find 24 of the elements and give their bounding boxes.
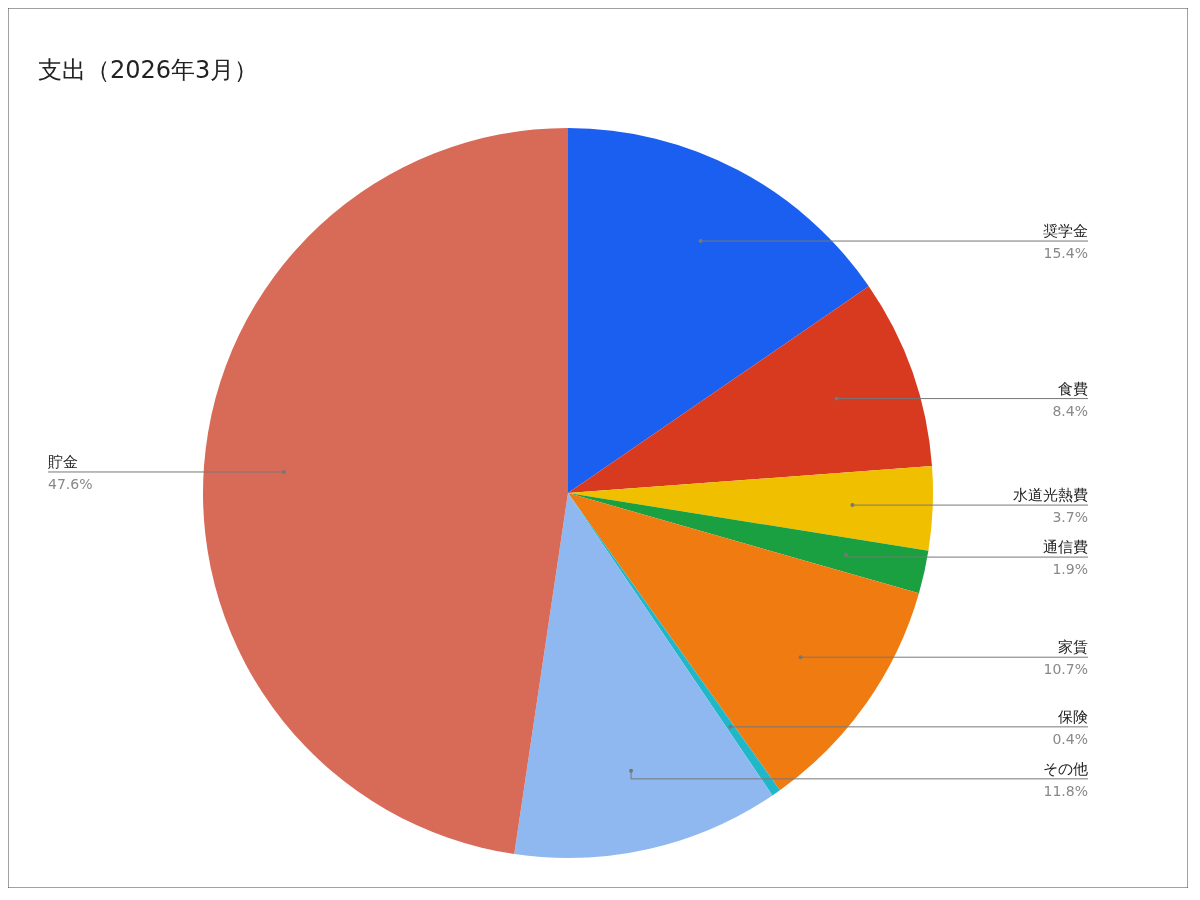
pie-slice — [568, 128, 869, 493]
slice-label: その他 — [1043, 759, 1088, 778]
pie-slice — [568, 466, 933, 551]
data-label: 15.4% — [1043, 245, 1088, 262]
slice-label: 貯金 — [48, 452, 78, 471]
data-label: 47.6% — [48, 475, 93, 492]
pie-slice — [203, 128, 568, 855]
slice-label: 奨学金 — [1043, 222, 1088, 241]
pie-slice — [568, 493, 919, 791]
chart-title: 支出（2026年3月） — [38, 56, 259, 84]
data-label: 1.9% — [1052, 561, 1088, 578]
slice-label: 水道光熱費 — [1013, 486, 1088, 505]
data-label: 11.8% — [1043, 782, 1088, 799]
slice-label: 通信費 — [1043, 538, 1088, 557]
data-label: 8.4% — [1052, 402, 1088, 419]
slice-label: 食費 — [1058, 379, 1088, 398]
data-label: 0.4% — [1052, 730, 1088, 747]
slice-label: 家賃 — [1058, 638, 1088, 657]
pie-slice — [568, 493, 929, 594]
pie-slice — [568, 286, 932, 493]
pie-slice — [514, 493, 773, 858]
data-label: 10.7% — [1043, 661, 1088, 678]
data-label: 3.7% — [1052, 509, 1088, 526]
slice-label: 保険 — [1058, 707, 1088, 726]
